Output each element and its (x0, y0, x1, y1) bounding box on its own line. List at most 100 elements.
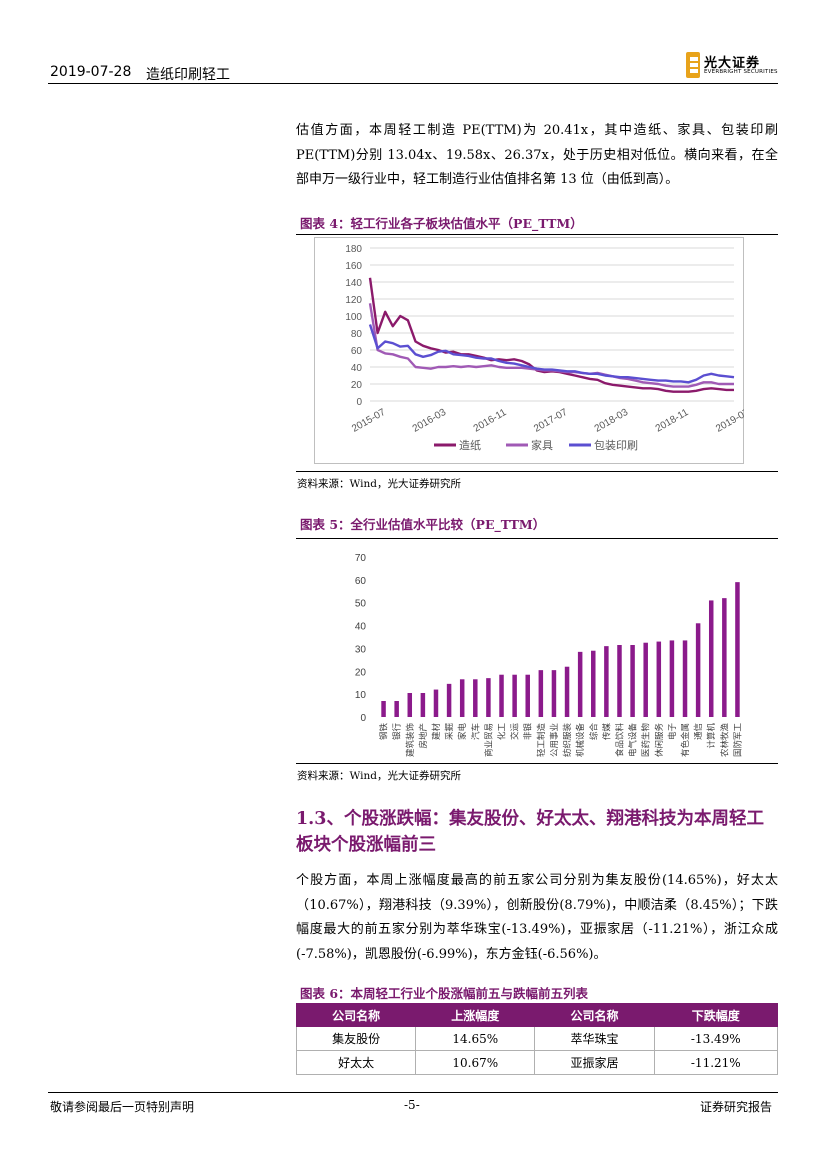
bar (656, 641, 662, 717)
report-sector: 造纸印刷轻工 (146, 67, 230, 83)
y-axis-tick-labels: 0 20 40 60 80 100 120 140 160 180 (345, 244, 362, 408)
x-category-label: 商业贸易 (483, 723, 494, 757)
series-lines (368, 277, 735, 393)
legend-label: 造纸 (459, 438, 481, 452)
x-axis-category-labels: 钢铁 银行 建筑装饰 房地产 建材 采掘 家电 汽车 商业贸易 化工 交运 非银 轻工制造 公用事业 纺织服… (379, 723, 744, 758)
y-tick-label: 40 (355, 622, 367, 633)
report-date: 2019-07-28 (50, 64, 132, 80)
company-logo: 光大证券 EVERBRIGHT SECURITIES (686, 52, 781, 80)
x-category-label: 综合 (588, 723, 599, 741)
x-category-label: 交运 (510, 723, 521, 741)
table-cell: -13.49% (653, 1026, 779, 1051)
bar (617, 645, 622, 717)
x-tick-label: 2018-03 (593, 407, 631, 435)
x-category-label: 休闲服务 (654, 723, 665, 758)
bar (695, 623, 701, 717)
figure-5-title: 图表 5：全行业估值水平比较（PE_TTM） (300, 517, 546, 532)
y-tick-label: 0 (356, 397, 362, 408)
bar (551, 670, 557, 717)
table-cell: 亚振家居 (534, 1050, 655, 1075)
x-tick-label: 2018-11 (654, 407, 691, 435)
bar (591, 650, 596, 717)
table-row: 集友股份 14.65% 萃华珠宝 -13.49% (295, 1026, 779, 1051)
page-number: -5- (404, 1098, 420, 1112)
bar (630, 645, 635, 717)
y-tick-label: 50 (355, 599, 367, 610)
y-tick-label: 160 (345, 261, 362, 272)
figure-5-source: 资料来源：Wind，光大证券研究所 (297, 770, 461, 782)
x-axis-tick-labels: 2015-07 2016-03 2016-11 2017-07 2018-03 2018-… (350, 407, 744, 435)
bar (499, 674, 504, 717)
x-category-label: 非银 (523, 723, 534, 741)
bars (381, 582, 740, 717)
bar (682, 640, 688, 717)
figure-4-source: 资料来源：Wind，光大证券研究所 (297, 478, 461, 490)
chart-legend: 造纸 家具 包装印刷 (434, 438, 638, 452)
footer-disclaimer: 敬请参阅最后一页特别声明 (50, 1100, 195, 1114)
bar (394, 701, 399, 717)
figure-6-title: 图表 6：本周轻工行业个股涨幅前五与跌幅前五列表 (300, 986, 589, 1001)
bar (446, 683, 452, 717)
table-row: 好太太 10.67% 亚振家居 -11.21% (295, 1050, 779, 1075)
top-movers-table: 公司名称 上涨幅度 公司名称 下跌幅度 集友股份 14.65% 萃华珠宝 -13… (295, 1003, 779, 1075)
industry-pe-bar-chart: 0 10 20 30 40 50 60 70 钢铁 银行 建筑装饰 房地产 建材 采掘 家电 汽车 商业贸易化… (355, 553, 744, 758)
bar (433, 689, 439, 717)
y-tick-label: 10 (355, 690, 367, 701)
figure-4-top-rule (296, 234, 778, 235)
legend-label: 家具 (531, 438, 553, 452)
table-cell: 10.67% (415, 1050, 536, 1075)
figure-4-title: 图表 4：轻工行业各子板块估值水平（PE_TTM） (300, 216, 583, 231)
x-category-label: 汽车 (470, 723, 481, 740)
bar (473, 679, 478, 717)
bar (407, 693, 413, 717)
logo-mark-icon (686, 52, 700, 78)
x-tick-label: 2016-11 (472, 407, 509, 435)
x-category-label: 建筑装饰 (405, 723, 416, 758)
bar (708, 600, 714, 717)
x-category-label: 电气设备 (628, 723, 639, 758)
bar (525, 674, 530, 717)
y-tick-label: 60 (351, 346, 363, 357)
y-axis-tick-labels: 0 10 20 30 40 50 60 70 (355, 553, 367, 724)
x-tick-label: 2017-07 (532, 407, 570, 435)
x-tick-label: 2016-03 (411, 407, 449, 435)
y-tick-label: 140 (345, 278, 362, 289)
y-tick-label: 20 (351, 380, 363, 391)
y-tick-label: 40 (351, 363, 363, 374)
x-category-label: 计算机 (706, 723, 717, 749)
x-category-label: 建材 (431, 723, 442, 741)
bar (722, 598, 727, 717)
y-tick-label: 120 (345, 295, 362, 306)
bar (669, 640, 675, 717)
table-header-row: 公司名称 上涨幅度 公司名称 下跌幅度 (295, 1003, 779, 1027)
header-divider (48, 83, 778, 84)
table-cell: 14.65% (415, 1026, 536, 1051)
table-cell: 集友股份 (295, 1026, 417, 1051)
x-category-label: 传媒 (601, 723, 612, 741)
section-heading: 1.3、个股涨跌幅：集友股份、好太太、翔港科技为本周轻工板块个股涨幅前三 (296, 809, 764, 855)
bar (381, 701, 386, 717)
x-category-label: 银行 (392, 723, 403, 741)
bar (604, 646, 609, 717)
x-category-label: 纺织服装 (562, 723, 573, 758)
series-line-造纸 (368, 277, 734, 393)
y-tick-label: 60 (355, 576, 367, 587)
table-cell: -11.21% (653, 1050, 779, 1075)
x-category-label: 有色金属 (680, 723, 691, 757)
x-category-label: 国防军工 (732, 723, 743, 758)
x-category-label: 钢铁 (379, 723, 390, 741)
logo-text-cn: 光大证券 (704, 56, 761, 71)
table-header-cell: 公司名称 (295, 1003, 417, 1027)
bar (538, 670, 544, 717)
bar (643, 642, 648, 717)
table-header-cell: 上涨幅度 (415, 1003, 536, 1027)
bar (577, 651, 583, 717)
x-category-label: 食品饮料 (614, 723, 625, 758)
x-category-label: 采掘 (444, 723, 455, 740)
table-header-cell: 下跌幅度 (653, 1003, 779, 1027)
figure-5-bottom-rule (296, 763, 778, 764)
y-tick-label: 20 (355, 667, 367, 678)
series-line-包装印刷 (368, 324, 735, 384)
table-header-cell: 公司名称 (534, 1003, 655, 1027)
